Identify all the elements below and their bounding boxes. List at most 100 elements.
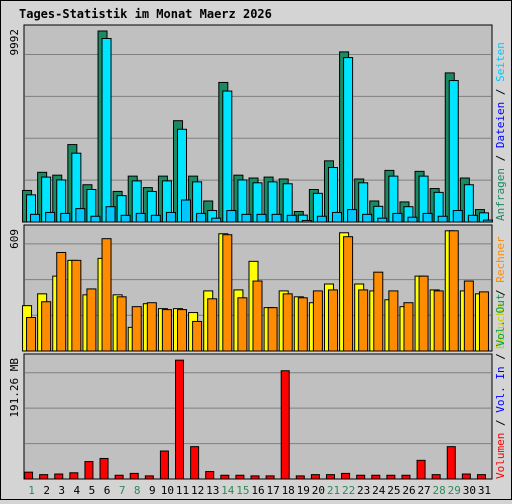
bar-volumen-17 — [265, 475, 275, 480]
bar-rechner-7 — [116, 296, 127, 352]
x-tick-6: 6 — [104, 484, 111, 497]
bar-seiten-12 — [196, 212, 207, 223]
bar-volumen-29 — [446, 446, 456, 480]
bar-seiten-8 — [135, 212, 146, 223]
bar-seiten-27 — [422, 212, 433, 223]
bar-rechner-4 — [71, 259, 82, 352]
chart-title: Tages-Statistik im Monat Maerz 2026 — [19, 7, 272, 21]
legend-bottom-part-3: / — [494, 347, 507, 367]
panel-hits: 9992 — [8, 24, 493, 223]
bar-volumen-25 — [386, 474, 396, 480]
bar-rechner-5 — [86, 288, 97, 352]
bar-rechner-27 — [418, 275, 429, 352]
bar-rechner-29 — [448, 230, 459, 352]
x-tick-12: 12 — [191, 484, 204, 497]
bar-rechner-2 — [41, 301, 52, 352]
legend-middle-part-1: / — [494, 283, 507, 303]
bar-volumen-12 — [190, 446, 200, 480]
bar-volumen-5 — [84, 461, 94, 480]
x-tick-22: 22 — [342, 484, 355, 497]
bar-volumen-16 — [250, 475, 260, 480]
bar-volumen-22 — [341, 472, 351, 480]
bar-rechner-22 — [343, 236, 354, 352]
x-tick-16: 16 — [251, 484, 264, 497]
bar-rechner-16 — [252, 280, 263, 352]
bar-rechner-31 — [478, 291, 489, 352]
x-tick-8: 8 — [134, 484, 141, 497]
bar-volumen-9 — [144, 475, 154, 480]
x-tick-17: 17 — [266, 484, 279, 497]
x-tick-4: 4 — [74, 484, 81, 497]
bar-seiten-20 — [316, 215, 327, 223]
bar-volumen-3 — [54, 473, 64, 480]
bar-rechner-21 — [327, 289, 338, 352]
bar-rechner-19 — [297, 297, 308, 352]
bar-volumen-6 — [99, 457, 109, 480]
bar-rechner-25 — [388, 290, 399, 352]
legend-top-part-2: Dateien — [494, 102, 507, 148]
bar-rechner-12 — [192, 320, 203, 352]
x-tick-24: 24 — [372, 484, 386, 497]
bar-rechner-23 — [358, 289, 369, 352]
bar-rechner-3 — [56, 251, 67, 352]
bar-seiten-9 — [150, 214, 161, 223]
bar-volumen-21 — [325, 474, 335, 480]
bar-seiten-19 — [301, 219, 312, 223]
bar-seiten-7 — [120, 214, 131, 223]
legend-bottom: Volumen / Vol. In / Vol. Out — [494, 294, 507, 479]
bar-volumen-27 — [416, 459, 426, 480]
bar-volumen-13 — [205, 471, 215, 480]
bar-volumen-24 — [371, 474, 381, 480]
bar-volumen-2 — [39, 474, 49, 480]
panels-layer: 9992 609 191.26 MB — [8, 24, 493, 480]
x-tick-13: 13 — [206, 484, 219, 497]
bar-seiten-2 — [45, 211, 56, 223]
bar-volumen-26 — [401, 474, 411, 480]
bar-dateien-6 — [101, 37, 112, 223]
x-tick-7: 7 — [119, 484, 126, 497]
bar-seiten-5 — [90, 215, 101, 223]
bar-volumen-10 — [159, 450, 169, 480]
bar-seiten-15 — [241, 213, 252, 223]
bar-volumen-31 — [476, 474, 486, 480]
x-tick-19: 19 — [297, 484, 310, 497]
bar-volumen-7 — [114, 474, 124, 480]
x-tick-9: 9 — [149, 484, 156, 497]
bar-seiten-11 — [181, 199, 192, 223]
bar-volumen-23 — [356, 474, 366, 480]
bar-rechner-14 — [222, 234, 233, 352]
bar-rechner-1 — [26, 317, 37, 352]
ymax-label-hits: 9992 — [8, 29, 21, 56]
bar-seiten-24 — [377, 217, 388, 223]
bar-seiten-4 — [75, 208, 86, 223]
legend-middle-part-0: Besuche — [494, 303, 507, 349]
bar-seiten-18 — [286, 214, 297, 223]
x-tick-11: 11 — [176, 484, 189, 497]
bar-rechner-28 — [433, 290, 444, 352]
x-tick-26: 26 — [402, 484, 415, 497]
bar-rechner-13 — [207, 298, 218, 352]
bar-seiten-13 — [211, 217, 222, 223]
panel-volume: 191.26 MB — [8, 353, 493, 480]
bar-rechner-10 — [161, 309, 172, 352]
legend-top-part-0: Anfragen — [494, 168, 507, 221]
bar-seiten-25 — [392, 212, 403, 223]
labels-layer: 1 2 3 4 5 6 7 8 9 10 11 12 13 14 15 16 17 18 19 20 21 22 23 24 2… — [28, 42, 507, 497]
bar-rechner-20 — [312, 290, 323, 352]
x-tick-10: 10 — [161, 484, 174, 497]
bar-dateien-14 — [222, 90, 233, 223]
legend-bottom-part-0: Volumen — [494, 433, 507, 479]
x-tick-20: 20 — [312, 484, 325, 497]
x-tick-21: 21 — [327, 484, 340, 497]
legend-top-part-4: Seiten — [494, 42, 507, 82]
bar-seiten-6 — [105, 206, 116, 223]
x-tick-15: 15 — [236, 484, 249, 497]
legend-bottom-part-4: Vol. Out — [494, 294, 507, 347]
bar-rechner-24 — [373, 271, 384, 352]
bar-seiten-1 — [30, 213, 41, 223]
bar-volumen-1 — [24, 471, 34, 480]
bar-seiten-14 — [226, 210, 237, 223]
x-tick-29: 29 — [448, 484, 461, 497]
